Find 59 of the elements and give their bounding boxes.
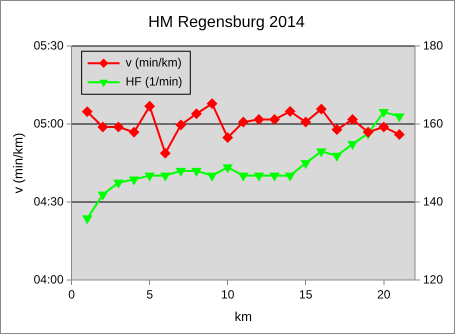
point — [332, 124, 342, 135]
point — [160, 172, 170, 181]
point — [285, 106, 296, 116]
point — [238, 117, 248, 128]
point — [192, 168, 201, 176]
point — [270, 114, 280, 124]
y2-tick-label: 180 — [422, 38, 444, 53]
point — [254, 114, 264, 124]
point — [113, 122, 124, 132]
point — [394, 113, 404, 122]
chart-title: HM Regensburg 2014 — [148, 14, 305, 32]
point — [129, 127, 140, 138]
y-tick-label: 04:30 — [34, 194, 64, 208]
point — [144, 101, 155, 112]
point — [98, 192, 108, 200]
x-tick-label: 0 — [68, 288, 76, 302]
point — [222, 132, 233, 143]
point — [378, 122, 389, 132]
x-tick-label: 5 — [146, 288, 154, 302]
point — [348, 141, 358, 150]
x-tick-label: 15 — [299, 288, 313, 302]
point — [316, 104, 326, 114]
point — [223, 164, 232, 172]
point — [270, 172, 279, 181]
point — [286, 172, 295, 181]
x-tick-label: 10 — [221, 288, 235, 302]
point — [82, 106, 92, 117]
point — [316, 148, 326, 156]
point — [379, 109, 388, 118]
y2-tick-label: 160 — [422, 116, 444, 130]
y-tick-label: 04:00 — [34, 272, 64, 286]
point — [348, 114, 358, 124]
point — [300, 117, 311, 128]
legend-label: v (min/km) — [126, 56, 182, 70]
y-axis-title: v (min/km) — [10, 132, 26, 194]
point — [363, 127, 374, 138]
point — [191, 108, 202, 119]
point — [82, 215, 92, 224]
point — [301, 160, 310, 168]
point — [207, 98, 218, 109]
point — [254, 172, 264, 181]
point — [114, 180, 123, 188]
point — [332, 152, 342, 161]
point — [394, 130, 404, 140]
x-tick-label: 20 — [377, 288, 391, 302]
point — [208, 172, 217, 181]
point — [145, 172, 154, 181]
point — [98, 122, 108, 132]
point — [130, 176, 139, 184]
legend-label: HF (1/min) — [126, 74, 182, 89]
y2-tick-label: 120 — [422, 272, 444, 286]
y-tick-label: 05:30 — [34, 38, 64, 53]
point — [238, 172, 248, 181]
point — [176, 168, 186, 176]
y2-tick-label: 140 — [422, 194, 444, 208]
y-tick-label: 05:00 — [34, 116, 64, 130]
x-axis-title: km — [234, 308, 252, 324]
point — [176, 120, 186, 130]
point — [160, 148, 170, 158]
